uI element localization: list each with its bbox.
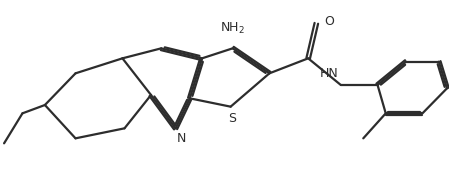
- Text: O: O: [324, 15, 334, 28]
- Text: HN: HN: [320, 67, 339, 80]
- Text: S: S: [229, 112, 237, 125]
- Text: NH$_2$: NH$_2$: [220, 21, 245, 36]
- Text: N: N: [177, 132, 186, 145]
